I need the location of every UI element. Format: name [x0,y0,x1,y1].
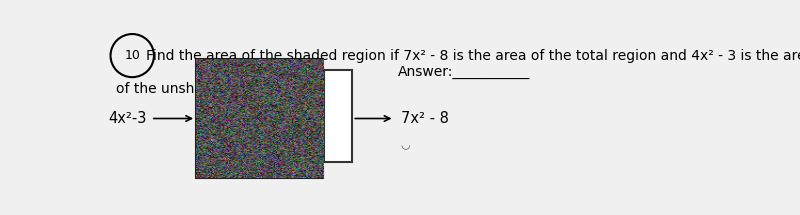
Bar [196,59,323,178]
Bar [227,82,295,145]
Text: 7x² - 8: 7x² - 8 [401,111,449,126]
Text: Answer:___________: Answer:___________ [398,65,530,79]
Text: 10: 10 [124,49,140,62]
Text: Find the area of the shaded region if 7x² - 8 is the area of the total region an: Find the area of the shaded region if 7x… [146,49,800,63]
Text: of the unshaded region.: of the unshaded region. [116,82,282,96]
Text: ◡: ◡ [401,140,410,150]
Bar [325,71,352,161]
Text: 4x²-3: 4x²-3 [108,111,146,126]
